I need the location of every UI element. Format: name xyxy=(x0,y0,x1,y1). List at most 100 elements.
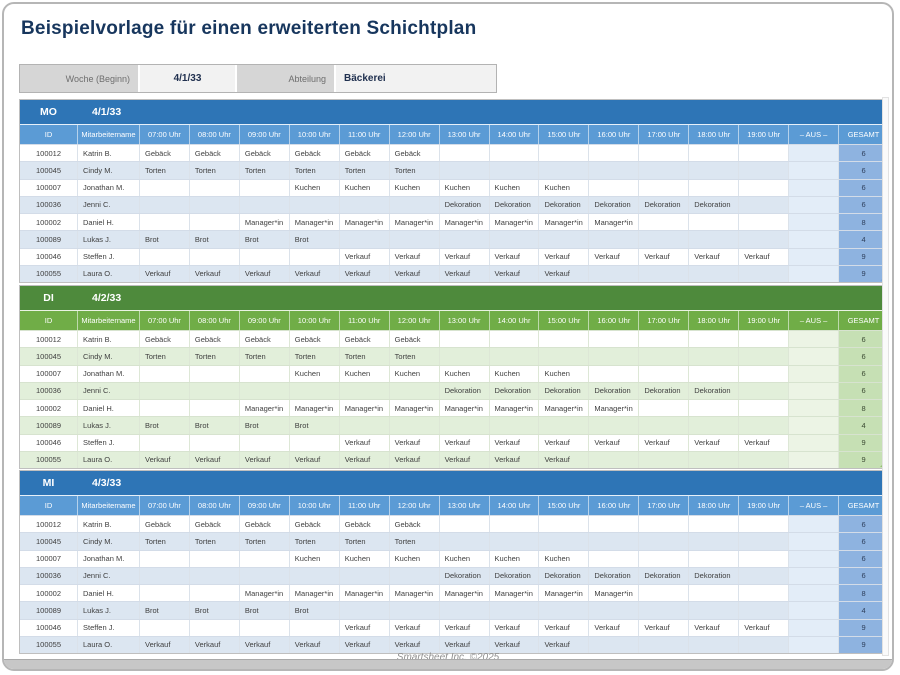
shift-cell[interactable] xyxy=(588,550,638,567)
employee-name-cell[interactable]: Laura O. xyxy=(77,451,139,468)
shift-cell[interactable]: Manager*in xyxy=(438,214,489,231)
shift-cell[interactable]: Verkauf xyxy=(188,265,239,282)
employee-id-cell[interactable]: 100007 xyxy=(35,369,62,379)
shift-cell[interactable]: Verkauf xyxy=(488,265,539,282)
shift-cell[interactable]: Kuchen xyxy=(288,179,339,196)
shift-cell[interactable]: Verkauf xyxy=(338,248,389,265)
shift-cell[interactable] xyxy=(688,550,738,567)
shift-cell[interactable] xyxy=(288,434,339,451)
shift-cell[interactable]: Torten xyxy=(238,533,289,550)
shift-cell[interactable] xyxy=(288,567,339,584)
shift-cell[interactable] xyxy=(638,231,688,248)
shift-cell[interactable]: Verkauf xyxy=(738,619,788,636)
employee-name-cell[interactable]: Laura O. xyxy=(77,265,139,282)
employee-name-cell[interactable]: Lukas J. xyxy=(77,231,139,248)
shift-cell[interactable] xyxy=(738,162,788,179)
shift-cell[interactable]: Kuchen xyxy=(388,365,439,382)
shift-cell[interactable] xyxy=(638,602,688,619)
aus-cell[interactable] xyxy=(788,196,839,213)
shift-cell[interactable] xyxy=(738,417,788,434)
shift-cell[interactable]: Torten xyxy=(139,533,189,550)
shift-cell[interactable]: Gebäck xyxy=(139,516,189,533)
shift-cell[interactable]: Brot xyxy=(139,231,189,248)
shift-cell[interactable]: Dekoration xyxy=(538,382,588,399)
shift-cell[interactable]: Manager*in xyxy=(238,585,289,602)
employee-name-cell[interactable]: Laura O. xyxy=(77,636,139,653)
shift-cell[interactable] xyxy=(638,516,688,533)
shift-cell[interactable]: Dekoration xyxy=(438,196,489,213)
shift-cell[interactable]: Manager*in xyxy=(488,400,539,417)
employee-id-cell[interactable]: 100055 xyxy=(35,640,62,650)
shift-cell[interactable] xyxy=(538,331,588,348)
shift-cell[interactable]: Torten xyxy=(188,162,239,179)
shift-cell[interactable]: Verkauf xyxy=(388,265,439,282)
shift-cell[interactable]: Manager*in xyxy=(238,400,289,417)
shift-cell[interactable]: Verkauf xyxy=(388,636,439,653)
shift-cell[interactable]: Verkauf xyxy=(738,248,788,265)
shift-cell[interactable] xyxy=(638,145,688,162)
shift-cell[interactable]: Kuchen xyxy=(538,365,588,382)
employee-id-cell[interactable]: 100002 xyxy=(35,217,62,227)
employee-id-cell[interactable]: 100007 xyxy=(35,554,62,564)
employee-name-cell[interactable]: Jonathan M. xyxy=(77,550,139,567)
shift-cell[interactable] xyxy=(738,179,788,196)
shift-cell[interactable]: Gebäck xyxy=(288,331,339,348)
aus-cell[interactable] xyxy=(788,265,839,282)
aus-cell[interactable] xyxy=(788,214,839,231)
shift-cell[interactable] xyxy=(188,214,239,231)
shift-cell[interactable] xyxy=(238,567,289,584)
employee-id-cell[interactable]: 100007 xyxy=(35,183,62,193)
employee-name-cell[interactable]: Steffen J. xyxy=(77,619,139,636)
shift-cell[interactable]: Brot xyxy=(139,602,189,619)
shift-cell[interactable]: Gebäck xyxy=(188,516,239,533)
shift-cell[interactable] xyxy=(638,550,688,567)
shift-cell[interactable] xyxy=(638,533,688,550)
shift-cell[interactable] xyxy=(388,196,439,213)
shift-cell[interactable]: Verkauf xyxy=(338,619,389,636)
shift-cell[interactable] xyxy=(588,179,638,196)
employee-id-cell[interactable]: 100055 xyxy=(35,455,62,465)
employee-name-cell[interactable]: Cindy M. xyxy=(77,533,139,550)
shift-cell[interactable]: Manager*in xyxy=(438,400,489,417)
shift-cell[interactable]: Kuchen xyxy=(488,550,539,567)
shift-cell[interactable] xyxy=(438,348,489,365)
shift-cell[interactable] xyxy=(688,451,738,468)
shift-cell[interactable] xyxy=(588,516,638,533)
shift-cell[interactable]: Verkauf xyxy=(538,434,588,451)
shift-cell[interactable]: Verkauf xyxy=(288,451,339,468)
aus-cell[interactable] xyxy=(788,400,839,417)
shift-cell[interactable] xyxy=(188,585,239,602)
shift-cell[interactable] xyxy=(688,162,738,179)
shift-cell[interactable]: Gebäck xyxy=(238,331,289,348)
shift-cell[interactable]: Gebäck xyxy=(288,145,339,162)
shift-cell[interactable]: Brot xyxy=(139,417,189,434)
shift-cell[interactable]: Verkauf xyxy=(139,265,189,282)
employee-id-cell[interactable]: 100012 xyxy=(35,519,62,529)
shift-cell[interactable] xyxy=(538,162,588,179)
aus-cell[interactable] xyxy=(788,533,839,550)
shift-cell[interactable]: Dekoration xyxy=(688,567,738,584)
shift-cell[interactable]: Kuchen xyxy=(538,179,588,196)
shift-cell[interactable] xyxy=(688,365,738,382)
shift-cell[interactable] xyxy=(488,162,539,179)
shift-cell[interactable] xyxy=(388,231,439,248)
shift-cell[interactable] xyxy=(188,400,239,417)
shift-cell[interactable]: Verkauf xyxy=(388,434,439,451)
shift-cell[interactable]: Manager*in xyxy=(588,400,638,417)
shift-cell[interactable] xyxy=(139,434,189,451)
total-cell[interactable]: 6 xyxy=(838,567,888,584)
employee-id-cell[interactable]: 100089 xyxy=(35,234,62,244)
shift-cell[interactable]: Dekoration xyxy=(538,567,588,584)
shift-cell[interactable] xyxy=(388,382,439,399)
shift-cell[interactable]: Verkauf xyxy=(338,451,389,468)
shift-cell[interactable]: Verkauf xyxy=(738,434,788,451)
employee-name-cell[interactable]: Daniel H. xyxy=(77,400,139,417)
shift-cell[interactable]: Verkauf xyxy=(688,619,738,636)
shift-cell[interactable]: Manager*in xyxy=(588,214,638,231)
shift-cell[interactable] xyxy=(538,145,588,162)
shift-cell[interactable] xyxy=(688,585,738,602)
shift-cell[interactable] xyxy=(738,348,788,365)
shift-cell[interactable] xyxy=(638,265,688,282)
shift-cell[interactable] xyxy=(588,265,638,282)
shift-cell[interactable]: Gebäck xyxy=(388,331,439,348)
